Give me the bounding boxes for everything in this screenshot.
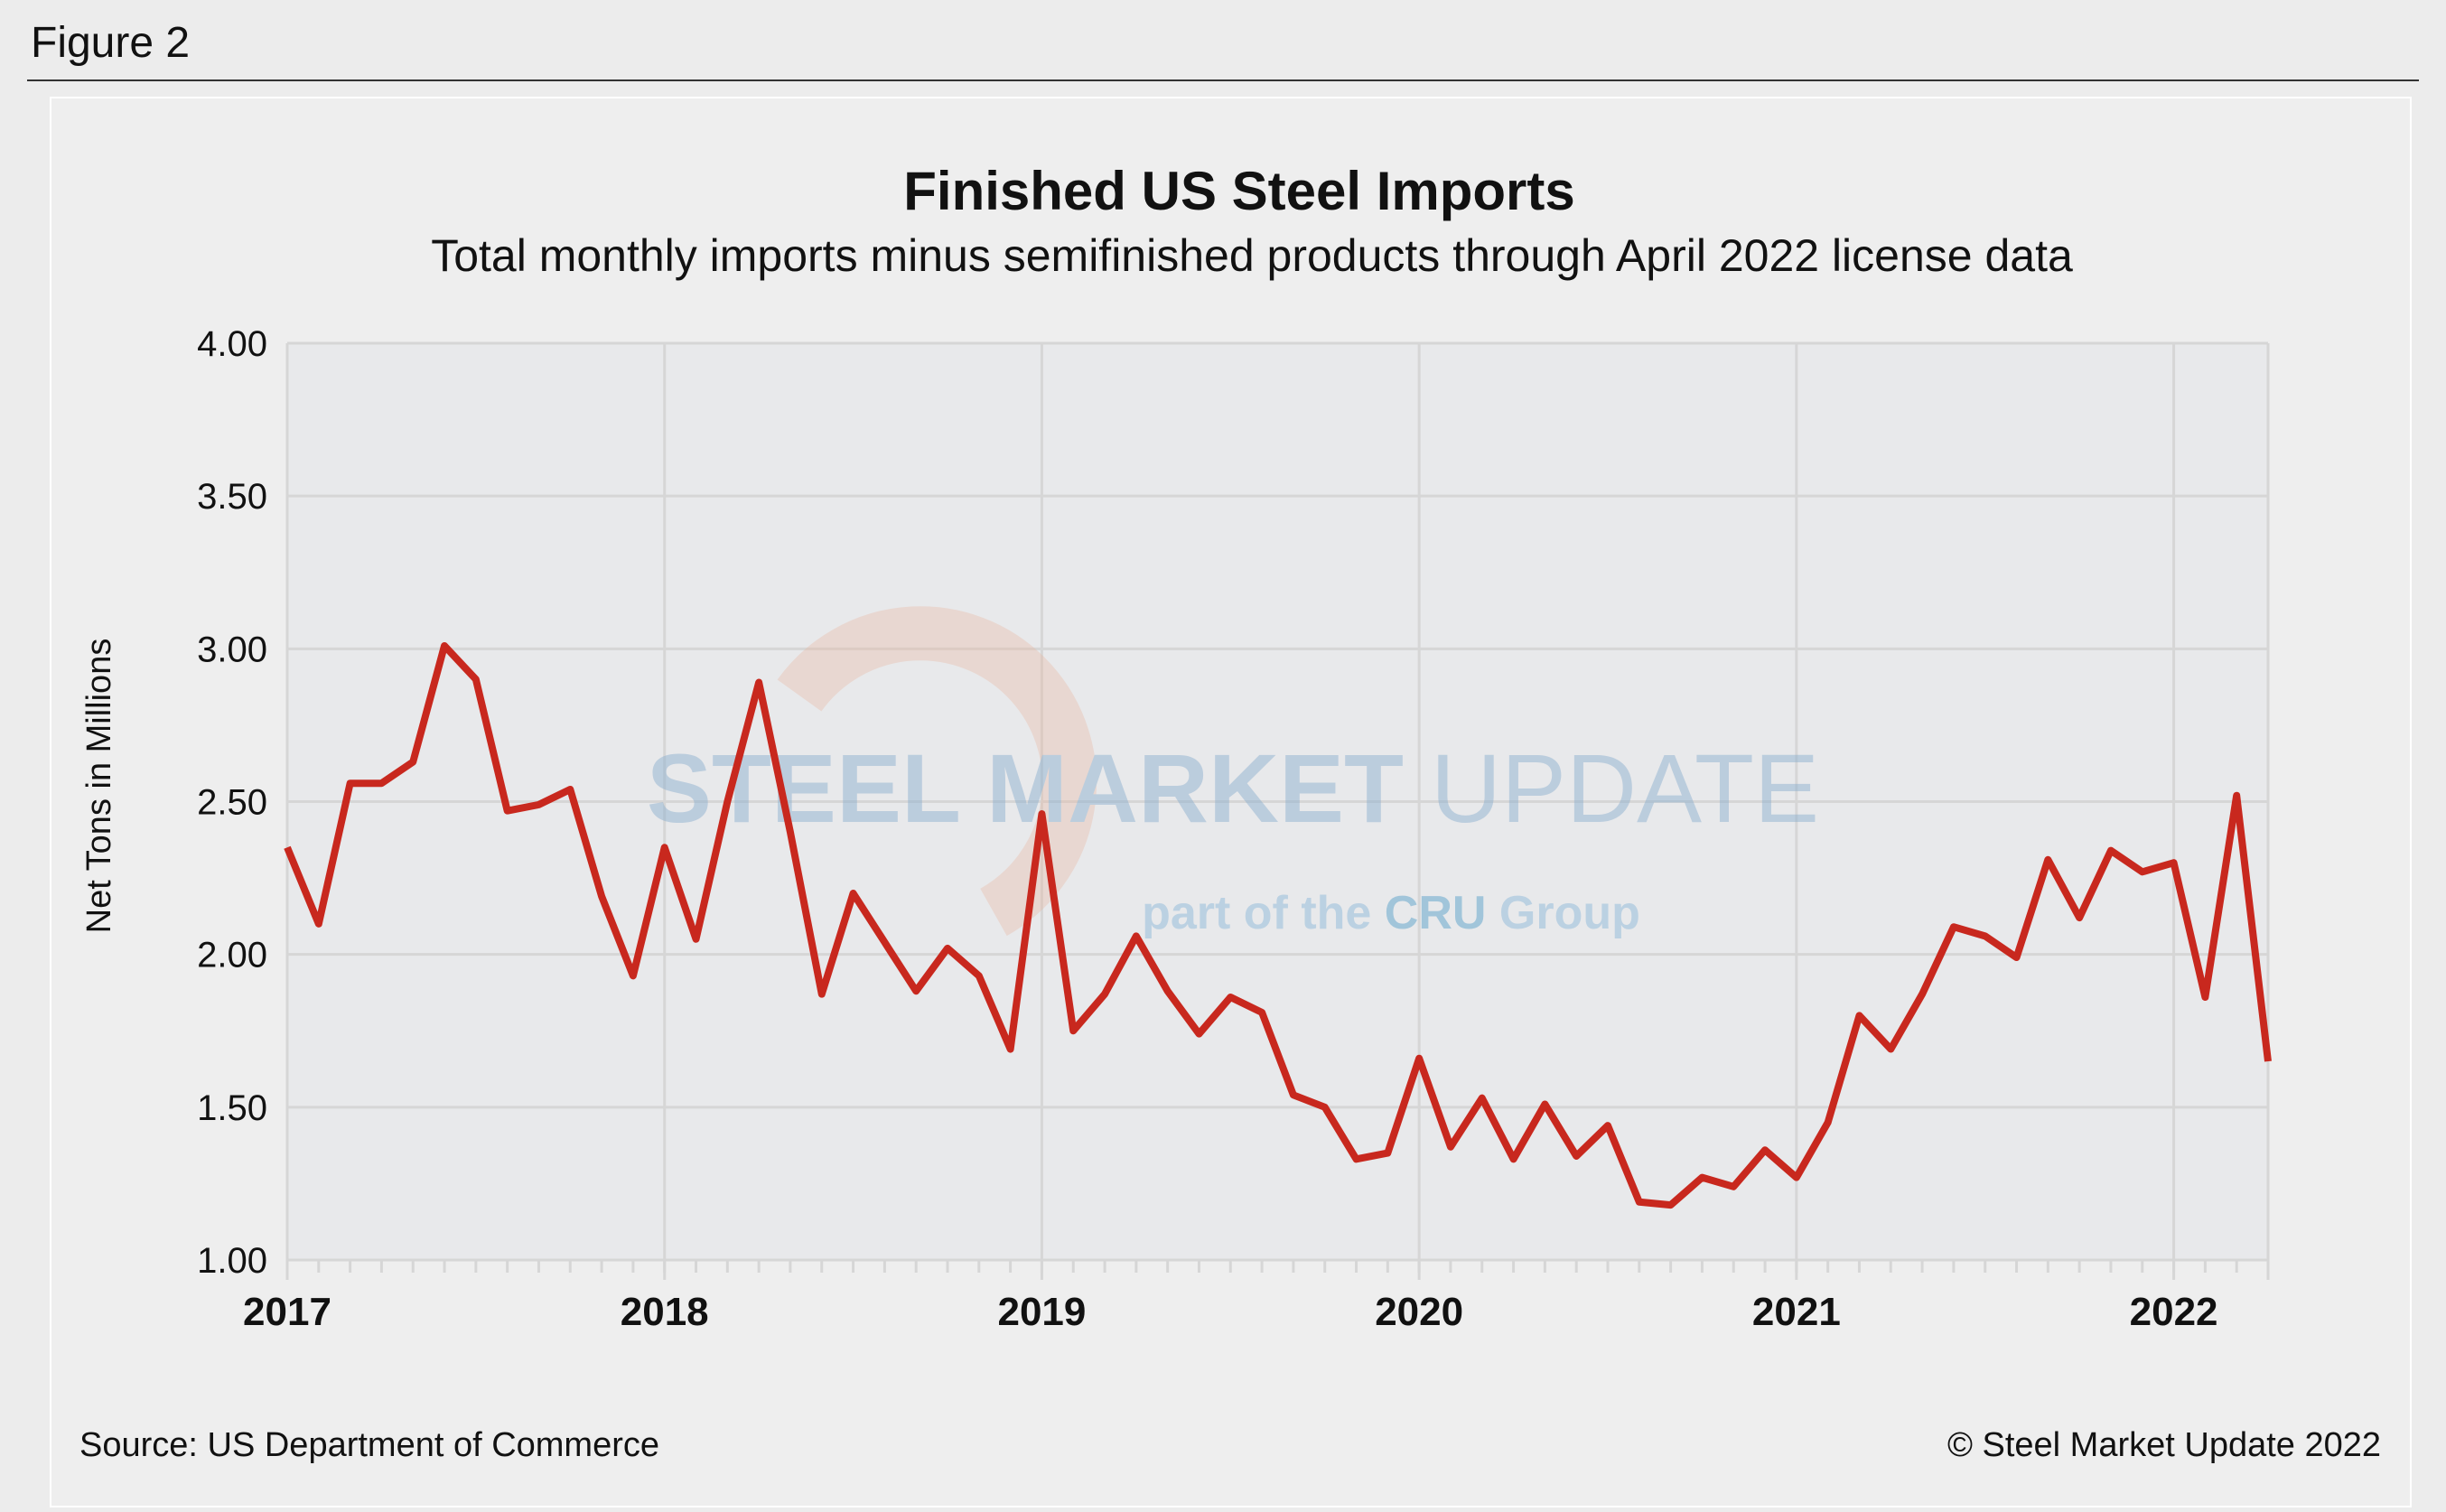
figure-label: Figure 2 (31, 19, 191, 67)
x-tick-label: 2018 (621, 1290, 709, 1334)
axes: 1.00 1.50 2.00 2.50 3.00 3.50 4.00 2017 2018 2019… (197, 324, 2270, 1334)
chart-title: Finished US Steel Imports (903, 161, 1574, 221)
series-line (284, 641, 2272, 1209)
divider (27, 79, 2419, 81)
watermark-logo: STEEL MARKET UPDATE part of the CRU Grou… (647, 606, 1819, 939)
y-tick-label: 3.50 (197, 477, 267, 517)
source-note: Source: US Department of Commerce (79, 1426, 659, 1464)
x-tick-label: 2021 (1752, 1290, 1841, 1334)
x-tick-label: 2019 (997, 1290, 1086, 1334)
y-tick-label: 2.00 (197, 936, 267, 975)
y-axis-label: Net Tons in Millions (80, 639, 118, 934)
y-tick-label: 2.50 (197, 783, 267, 823)
copyright-note: © Steel Market Update 2022 (1947, 1426, 2381, 1464)
y-tick-label: 3.00 (197, 630, 267, 669)
watermark-text: STEEL MARKET UPDATE (647, 733, 1819, 843)
chart-subtitle: Total monthly imports minus semifinished… (431, 230, 2073, 281)
x-tick-label: 2022 (2130, 1290, 2218, 1334)
y-tick-label: 4.00 (197, 324, 267, 364)
y-tick-label: 1.00 (197, 1241, 267, 1281)
y-tick-label: 1.50 (197, 1088, 267, 1128)
watermark-subtext: part of the CRU Group (1142, 887, 1640, 939)
x-tick-label: 2020 (1375, 1290, 1463, 1334)
x-tick-label: 2017 (243, 1290, 331, 1334)
